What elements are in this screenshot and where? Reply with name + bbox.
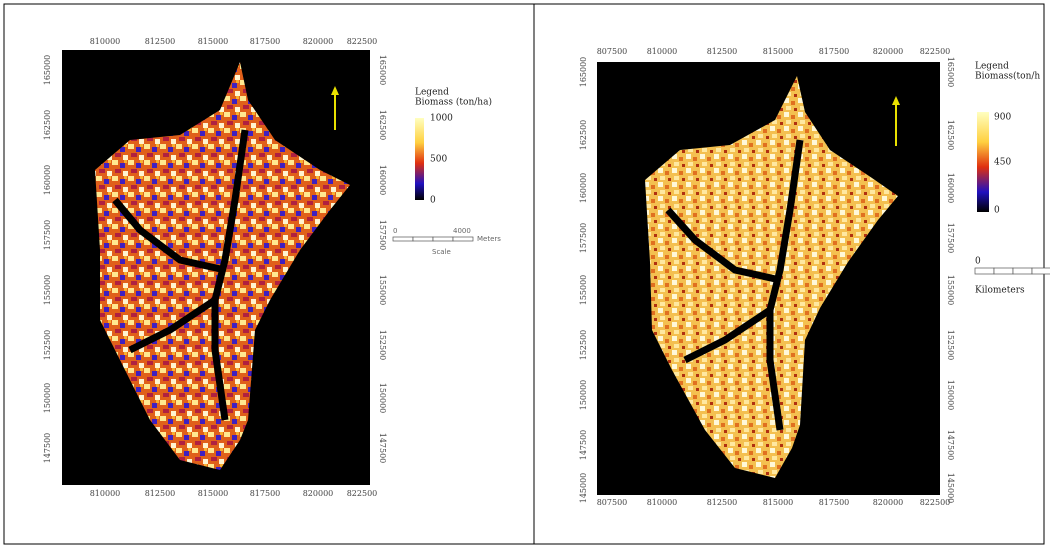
legend-title: Legend [975, 62, 1009, 72]
legend-label: 0 [994, 206, 1000, 216]
legend-subtitle: Biomass (ton/ha) [415, 97, 492, 108]
y-tick-label: 147500 [378, 433, 387, 464]
x-tick-label: 820000 [873, 498, 904, 507]
y-tick-label: 155000 [946, 275, 955, 306]
legend-label: 900 [994, 113, 1011, 123]
y-tick-label: 160000 [946, 173, 955, 204]
legend-label: 0 [430, 196, 436, 206]
legend-label: 1000 [430, 114, 453, 124]
y-tick-label: 150000 [43, 383, 52, 414]
x-tick-label: 822500 [920, 498, 951, 507]
y-tick-label: 165000 [946, 57, 955, 88]
y-tick-label: 152500 [579, 330, 588, 361]
x-tick-label: 807500 [597, 47, 628, 56]
y-tick-label: 150000 [378, 383, 387, 414]
legend-subtitle: Biomass(ton/ha) [975, 71, 1049, 82]
y-tick-label: 150000 [946, 380, 955, 411]
scale-label: 0 [393, 227, 397, 235]
y-tick-label: 160000 [579, 173, 588, 204]
x-tick-label: 820000 [303, 37, 334, 46]
legend-label: 500 [430, 155, 447, 165]
x-tick-label: 817500 [250, 489, 281, 498]
legend-label: 450 [994, 158, 1011, 168]
y-tick-label: 155000 [378, 275, 387, 306]
x-tick-label: 815000 [198, 37, 229, 46]
scale-unit: Meters [477, 235, 501, 243]
y-tick-label: 157500 [43, 220, 52, 251]
legend-ramp [415, 118, 424, 200]
y-tick-label: 155000 [579, 275, 588, 306]
y-tick-label: 152500 [378, 330, 387, 361]
x-tick-label: 810000 [647, 47, 678, 56]
scale-caption: Scale [432, 248, 451, 256]
x-tick-label: 810000 [90, 37, 121, 46]
x-tick-label: 815000 [763, 47, 794, 56]
y-tick-label: 147500 [43, 433, 52, 464]
x-tick-label: 810000 [90, 489, 121, 498]
y-tick-label: 152500 [946, 330, 955, 361]
x-tick-label: 817500 [819, 47, 850, 56]
x-tick-label: 822500 [920, 47, 951, 56]
y-tick-label: 150000 [579, 380, 588, 411]
y-tick-label: 160000 [43, 165, 52, 196]
x-tick-label: 822500 [347, 489, 378, 498]
y-tick-label: 157500 [378, 220, 387, 251]
y-tick-label: 162500 [579, 120, 588, 151]
x-tick-label: 817500 [819, 498, 850, 507]
scale-label: 4000 [453, 227, 471, 235]
y-tick-label: 157500 [946, 223, 955, 254]
x-tick-label: 810000 [647, 498, 678, 507]
x-tick-label: 807500 [597, 498, 628, 507]
x-tick-label: 812500 [707, 498, 738, 507]
y-tick-label: 160000 [378, 165, 387, 196]
y-tick-label: 162500 [43, 110, 52, 141]
scale-label: 0 [975, 257, 981, 267]
y-tick-label: 145000 [946, 473, 955, 504]
x-tick-label: 817500 [250, 37, 281, 46]
x-tick-label: 820000 [303, 489, 334, 498]
figure: LegendBiomass(ton/ha)90045000Kilometers … [0, 0, 1050, 548]
y-tick-label: 147500 [946, 430, 955, 461]
x-tick-label: 812500 [145, 489, 176, 498]
y-tick-label: 162500 [946, 120, 955, 151]
y-tick-label: 147500 [579, 430, 588, 461]
y-tick-label: 165000 [579, 57, 588, 88]
x-tick-label: 820000 [873, 47, 904, 56]
y-tick-label: 165000 [43, 55, 52, 86]
scale-bar [393, 237, 473, 241]
y-tick-label: 162500 [378, 110, 387, 141]
scale-bar [975, 268, 1050, 274]
x-tick-label: 822500 [347, 37, 378, 46]
y-tick-label: 157500 [579, 223, 588, 254]
x-tick-label: 815000 [763, 498, 794, 507]
y-tick-label: 145000 [579, 473, 588, 504]
legend-title: Legend [415, 88, 449, 98]
x-tick-label: 815000 [198, 489, 229, 498]
scale-caption: Kilometers [975, 286, 1025, 296]
legend-ramp [977, 112, 989, 212]
y-tick-label: 165000 [378, 55, 387, 86]
y-tick-label: 155000 [43, 275, 52, 306]
y-tick-label: 152500 [43, 330, 52, 361]
x-tick-label: 812500 [145, 37, 176, 46]
x-tick-label: 812500 [707, 47, 738, 56]
